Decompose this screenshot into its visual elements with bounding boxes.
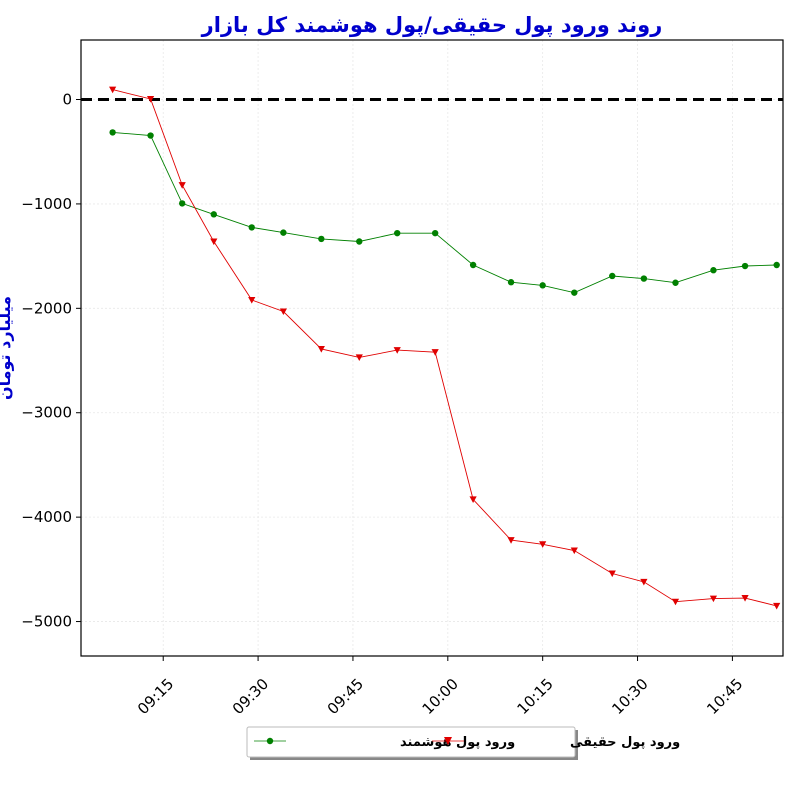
series-line (112, 131, 777, 294)
x-axis: 09:15 09:30 09:45 10:00 10:15 10:30 10:45 (134, 656, 747, 718)
x-tick-label: 10:00 (419, 675, 462, 718)
data-point (609, 272, 616, 280)
data-point (539, 541, 547, 548)
x-tick-label: 09:30 (229, 675, 272, 718)
x-tick-label: 10:15 (513, 675, 556, 718)
legend-item-smart-money: ورود پول هوشمند (254, 735, 515, 750)
data-point (773, 261, 780, 269)
data-point (773, 602, 781, 610)
plot-area (80, 39, 784, 657)
data-point (248, 224, 255, 231)
legend-label-smart-money: ورود پول هوشمند (400, 735, 515, 750)
x-tick-label: 09:45 (324, 675, 367, 718)
data-point (146, 95, 155, 103)
legend-label-real-money: ورود پول حقیقی (570, 735, 680, 750)
data-point (710, 267, 717, 274)
data-point (394, 229, 401, 237)
y-axis-label: میلیارد تومان (0, 296, 14, 400)
series-layer (109, 86, 781, 610)
data-point (109, 129, 116, 136)
series-real-money (109, 86, 781, 610)
data-point (210, 238, 218, 246)
data-point (248, 296, 256, 304)
data-point (570, 547, 578, 555)
data-point (393, 347, 401, 354)
data-point (109, 86, 117, 94)
legend-item-real-money: ورود پول حقیقی (432, 735, 680, 750)
data-point (279, 308, 287, 316)
chart-title: روند ورود پول حقیقی/پول هوشمند کل بازار (201, 13, 663, 37)
y-tick-label: −4000 (21, 508, 72, 526)
series-line (112, 89, 777, 607)
y-tick-label: −3000 (21, 404, 72, 422)
grid (81, 40, 783, 656)
legend-box (246, 726, 576, 758)
y-tick-label: −5000 (21, 613, 72, 631)
x-tick-label: 10:45 (703, 675, 746, 718)
y-tick-label: −1000 (21, 195, 72, 213)
data-point (317, 346, 325, 353)
data-point (178, 182, 186, 189)
legend-marker-circle (266, 737, 274, 745)
y-tick-label: −2000 (21, 299, 72, 317)
y-axis: 0 −1000 −2000 −3000 −4000 −5000 (21, 91, 81, 631)
data-point (571, 289, 578, 296)
data-point (672, 279, 679, 286)
data-point (469, 496, 477, 503)
data-point (709, 595, 718, 603)
data-point (147, 132, 154, 139)
data-point (640, 275, 648, 282)
data-point (539, 282, 546, 289)
x-tick-label: 10:30 (608, 675, 651, 718)
data-point (507, 279, 515, 286)
data-point (318, 235, 325, 243)
data-point (640, 578, 648, 586)
data-point (469, 261, 477, 269)
legend: ورود پول هوشمند ورود پول حقیقی (246, 726, 680, 760)
data-point (671, 598, 680, 606)
data-point (355, 354, 363, 361)
legend-marker-triangle (444, 737, 452, 745)
data-point (741, 595, 749, 602)
data-point (280, 229, 287, 236)
data-point (210, 211, 218, 218)
series-smart-money (109, 129, 780, 296)
data-point (431, 349, 439, 356)
data-point (356, 238, 363, 245)
data-point (178, 200, 186, 207)
data-point (507, 537, 515, 544)
data-point (741, 262, 749, 270)
y-tick-label: 0 (62, 91, 72, 109)
plot-frame (80, 39, 784, 657)
x-tick-label: 09:15 (134, 675, 177, 718)
data-point (608, 570, 616, 578)
data-point (431, 229, 439, 237)
